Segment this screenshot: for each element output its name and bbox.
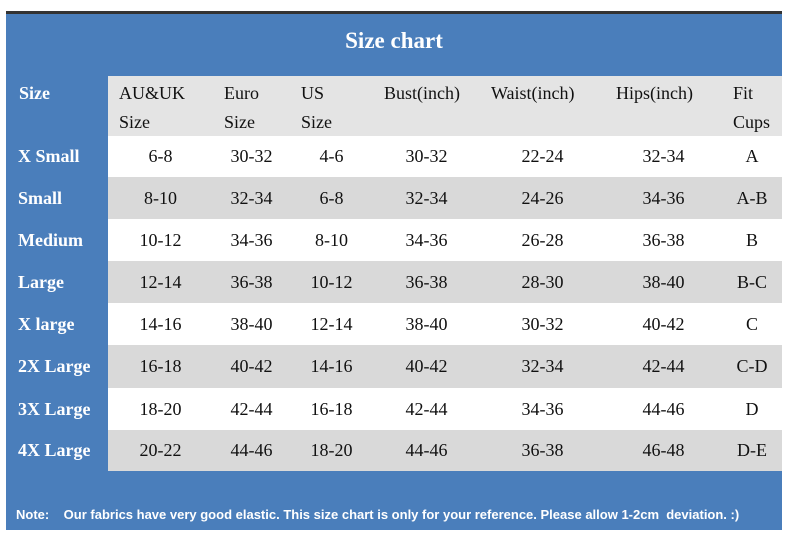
size-value: 42-44 [213,388,290,430]
size-value: 34-36 [213,219,290,261]
size-value: 30-32 [480,303,605,345]
header-line: Bust(inch) [384,83,460,103]
size-value: 44-46 [213,430,290,471]
header-cell: Euro Size [213,76,290,136]
size-value: 26-28 [480,219,605,261]
size-value: 40-42 [213,345,290,388]
size-value: 34-36 [480,388,605,430]
size-value: 36-38 [480,430,605,471]
size-value: 32-34 [480,345,605,388]
size-value: 38-40 [373,303,480,345]
size-value: A [722,136,782,177]
size-name: 4X Large [8,430,108,471]
size-name: Large [8,261,108,303]
size-value: 36-38 [373,261,480,303]
top-rule [6,11,782,14]
size-value: D [722,388,782,430]
size-value: 34-36 [373,219,480,261]
size-value: 42-44 [605,345,722,388]
size-value: 10-12 [108,219,213,261]
header-cell: Size [8,76,108,136]
header-line: Cups [733,112,771,132]
size-value: 18-20 [108,388,213,430]
header-line: Waist(inch) [491,83,575,103]
size-value: 32-34 [213,177,290,219]
header-line: Hips(inch) [616,83,693,103]
header-cell: AU&UK Size [108,76,213,136]
size-value: C [722,303,782,345]
size-value: 6-8 [108,136,213,177]
size-value: 32-34 [373,177,480,219]
size-value: 46-48 [605,430,722,471]
size-value: 4-6 [290,136,373,177]
size-value: 30-32 [213,136,290,177]
header-cell: Fit Cups [722,76,782,136]
header-cell: Waist(inch) [480,76,605,136]
header-cell: Bust(inch) [373,76,480,136]
header-line: Size [19,83,50,103]
size-name: 2X Large [8,345,108,388]
title: Size chart [345,28,443,53]
size-value: 30-32 [373,136,480,177]
size-value: 36-38 [213,261,290,303]
size-value: D-E [722,430,782,471]
header-line: Fit [733,83,754,103]
size-value: 20-22 [108,430,213,471]
note-text: Our fabrics have very good elastic. This… [63,507,740,522]
header-line: Size [119,112,150,132]
size-value: 24-26 [480,177,605,219]
size-value: 36-38 [605,219,722,261]
size-name: Small [8,177,108,219]
header-line: US [301,83,325,103]
size-value: 12-14 [290,303,373,345]
size-value: 38-40 [213,303,290,345]
header-line: Size [224,112,255,132]
size-value: 16-18 [290,388,373,430]
note: Note: Our fabrics have very good elastic… [16,507,739,522]
size-value: 16-18 [108,345,213,388]
size-value: 6-8 [290,177,373,219]
header-cell: Hips(inch) [605,76,722,136]
size-name: X Small [8,136,108,177]
size-value: 42-44 [373,388,480,430]
size-value: 14-16 [108,303,213,345]
size-value: 14-16 [290,345,373,388]
size-value: 32-34 [605,136,722,177]
header-line: Euro [224,83,259,103]
size-name: X large [8,303,108,345]
header-line: Size [301,112,332,132]
size-value: A-B [722,177,782,219]
size-value: 44-46 [373,430,480,471]
size-value: 40-42 [373,345,480,388]
size-value: 34-36 [605,177,722,219]
size-value: 44-46 [605,388,722,430]
size-value: 18-20 [290,430,373,471]
size-value: B [722,219,782,261]
size-value: 22-24 [480,136,605,177]
header-line: AU&UK [119,83,185,103]
size-value: 38-40 [605,261,722,303]
size-value: 12-14 [108,261,213,303]
size-name: Medium [8,219,108,261]
note-label: Note: [16,507,50,522]
size-value: 8-10 [290,219,373,261]
header-cell: US Size [290,76,373,136]
size-name: 3X Large [8,388,108,430]
size-value: 8-10 [108,177,213,219]
size-value: 40-42 [605,303,722,345]
size-value: 10-12 [290,261,373,303]
size-value: C-D [722,345,782,388]
size-value: B-C [722,261,782,303]
size-value: 28-30 [480,261,605,303]
